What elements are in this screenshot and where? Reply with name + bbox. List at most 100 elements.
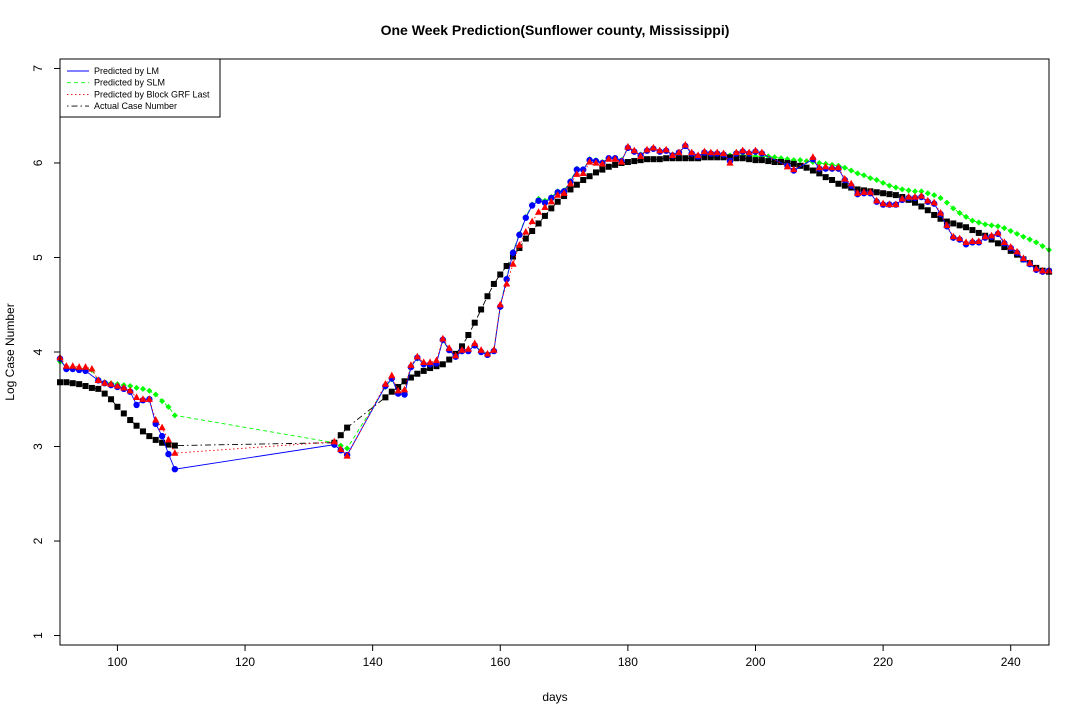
data-point (905, 187, 912, 194)
data-point (994, 228, 1002, 236)
data-point (464, 345, 472, 352)
data-point (681, 141, 689, 148)
data-point (873, 189, 880, 196)
data-point (771, 159, 778, 166)
data-point (726, 158, 734, 166)
data-point (975, 219, 982, 226)
data-point (528, 217, 536, 225)
plot-area (56, 141, 1053, 473)
data-point (867, 175, 874, 182)
data-point (152, 436, 159, 443)
x-tick-label: 160 (490, 655, 510, 669)
data-point (132, 393, 141, 400)
y-axis-label: Log Case Number (3, 303, 17, 400)
data-point (790, 160, 797, 167)
data-point (822, 162, 830, 170)
data-point (969, 217, 976, 224)
data-point (592, 169, 599, 176)
data-point (171, 442, 178, 449)
data-point (76, 381, 83, 388)
data-point (719, 149, 728, 157)
y-tick-label: 5 (31, 254, 45, 261)
data-point (439, 361, 446, 368)
data-point (598, 159, 606, 167)
data-point (344, 445, 351, 452)
data-point (95, 385, 102, 392)
data-point (828, 163, 836, 171)
data-point (171, 412, 178, 419)
data-point (1007, 228, 1014, 235)
data-point (1014, 230, 1021, 237)
data-point (994, 223, 1001, 230)
data-point (956, 210, 963, 217)
data-point (1020, 233, 1027, 240)
data-point (931, 192, 938, 199)
data-point (139, 395, 147, 402)
data-point (127, 383, 134, 390)
data-point (88, 384, 95, 391)
data-point (963, 213, 970, 220)
data-point (509, 260, 517, 267)
data-point (650, 156, 657, 163)
x-axis-label: days (542, 690, 567, 704)
data-point (822, 174, 829, 181)
data-point (490, 280, 497, 287)
data-point (815, 163, 823, 171)
data-point (668, 151, 677, 159)
data-point (1039, 266, 1047, 274)
data-point (694, 151, 702, 159)
data-point (534, 208, 543, 215)
data-point (962, 238, 970, 245)
data-point (535, 197, 542, 204)
data-point (401, 378, 408, 385)
data-point (573, 170, 581, 177)
data-point (471, 339, 479, 347)
data-point (707, 148, 715, 156)
data-point (631, 158, 638, 165)
data-point (994, 240, 1001, 247)
data-point (573, 181, 580, 188)
data-point (541, 212, 548, 219)
data-point (841, 175, 849, 182)
data-point (892, 192, 899, 199)
data-point (790, 165, 798, 173)
data-point (688, 155, 695, 162)
data-point (586, 173, 593, 180)
data-point (458, 346, 466, 353)
data-point (644, 156, 651, 163)
data-point (854, 170, 861, 177)
data-point (847, 179, 855, 187)
x-tick-label: 140 (363, 655, 383, 669)
data-point (94, 376, 102, 383)
data-point (751, 146, 760, 154)
data-point (848, 167, 855, 174)
data-point (617, 158, 626, 165)
data-point (963, 224, 970, 231)
data-point (165, 450, 172, 458)
data-point (88, 365, 96, 372)
data-point (164, 435, 173, 443)
data-point (337, 432, 344, 439)
data-point (69, 362, 77, 369)
series-line (59, 145, 1050, 449)
data-point (612, 161, 619, 168)
data-point (726, 154, 733, 161)
data-point (969, 227, 976, 234)
data-point (656, 146, 664, 154)
data-point (381, 380, 390, 387)
data-point (975, 237, 983, 245)
data-point (330, 437, 338, 445)
data-point (414, 370, 421, 377)
data-point (879, 199, 887, 207)
data-point (713, 148, 721, 156)
data-point (579, 169, 587, 176)
legend-entry: Actual Case Number (94, 101, 177, 111)
data-point (809, 153, 817, 160)
data-point (1013, 247, 1021, 255)
data-point (152, 416, 160, 423)
data-point (344, 424, 351, 431)
data-point (509, 249, 517, 256)
data-point (81, 363, 90, 370)
data-point (158, 432, 166, 440)
